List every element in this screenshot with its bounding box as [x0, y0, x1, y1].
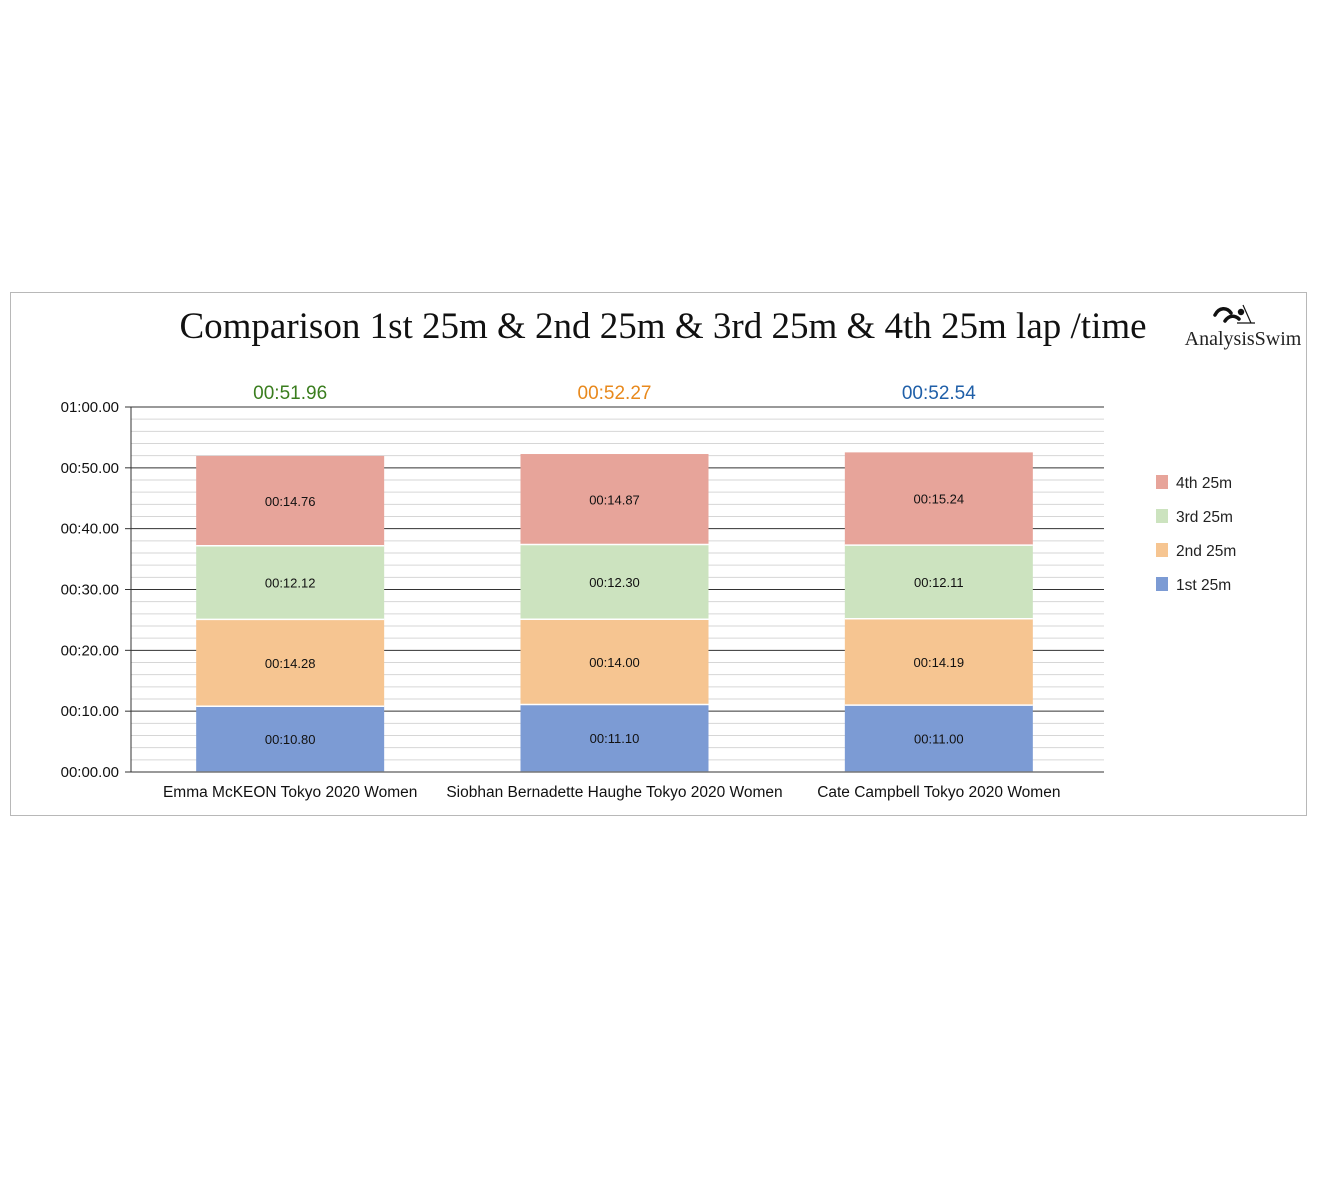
legend-swatch: [1156, 475, 1168, 489]
bar-segment: [196, 545, 385, 620]
segment-label: 00:12.12: [265, 576, 316, 591]
bar-segment: [196, 619, 385, 707]
x-category-label: Cate Campbell Tokyo 2020 Women: [817, 784, 1060, 801]
legend-swatch: [1156, 577, 1168, 591]
y-tick-label: 00:50.00: [61, 460, 119, 477]
bar-segment: [520, 454, 709, 545]
chart-title: Comparison 1st 25m & 2nd 25m & 3rd 25m &…: [179, 306, 1146, 347]
bar-segment: [844, 705, 1033, 772]
bars: 00:10.80 00:14.28 00:12.12 00:14.76 00:51.96…: [196, 383, 1033, 773]
total-label: 00:52.27: [578, 383, 652, 404]
segment-label: 00:15.24: [914, 492, 965, 507]
y-tick-label: 01:00.00: [61, 399, 119, 416]
swimmer-icon: [1213, 304, 1255, 324]
chart: Comparison 1st 25m & 2nd 25m & 3rd 25m &…: [61, 304, 1302, 801]
segment-label: 00:12.11: [914, 575, 964, 590]
legend-swatch: [1156, 509, 1168, 523]
bar-segment: [844, 452, 1033, 546]
y-tick-label: 00:30.00: [61, 582, 119, 599]
total-label: 00:52.54: [902, 383, 976, 404]
logo-text: AnalysisSwim: [1185, 328, 1302, 350]
bar-segment: [844, 545, 1033, 619]
axes: 00:00.00 00:10.00 00:20.00 00:30.00 00:40.00…: [61, 399, 1104, 801]
y-tick-label: 00:40.00: [61, 521, 119, 538]
segment-label: 00:14.19: [914, 655, 965, 670]
legend-label: 3rd 25m: [1176, 509, 1233, 526]
segment-label: 00:14.00: [589, 655, 640, 670]
legend-label: 2nd 25m: [1176, 543, 1236, 560]
y-tick-label: 00:00.00: [61, 764, 119, 781]
segment-label: 00:11.00: [914, 732, 964, 747]
segment-label: 00:14.28: [265, 656, 316, 671]
segment-label: 00:10.80: [265, 732, 316, 747]
x-category-label: Siobhan Bernadette Haughe Tokyo 2020 Wom…: [446, 784, 782, 801]
legend-label: 1st 25m: [1176, 577, 1231, 594]
logo: AnalysisSwim: [1185, 304, 1302, 350]
bar-segment: [520, 704, 709, 772]
bar-segment: [196, 706, 385, 772]
y-tick-label: 00:10.00: [61, 703, 119, 720]
segment-label: 00:11.10: [590, 731, 640, 746]
x-category-label: Emma McKEON Tokyo 2020 Women: [163, 784, 417, 801]
bar-segment: [844, 618, 1033, 706]
segment-label: 00:14.76: [265, 494, 316, 509]
chart-frame: Comparison 1st 25m & 2nd 25m & 3rd 25m &…: [10, 292, 1307, 816]
bar-segment: [196, 455, 385, 546]
bar-segment: [520, 619, 709, 705]
bar-segment: [520, 544, 709, 620]
segment-label: 00:14.87: [589, 492, 640, 507]
legend: 4th 25m 3rd 25m 2nd 25m 1st 25m: [1156, 475, 1236, 594]
segment-label: 00:12.30: [589, 575, 640, 590]
legend-swatch: [1156, 543, 1168, 557]
y-tick-label: 00:20.00: [61, 642, 119, 659]
legend-label: 4th 25m: [1176, 475, 1232, 492]
total-label: 00:51.96: [253, 383, 327, 404]
